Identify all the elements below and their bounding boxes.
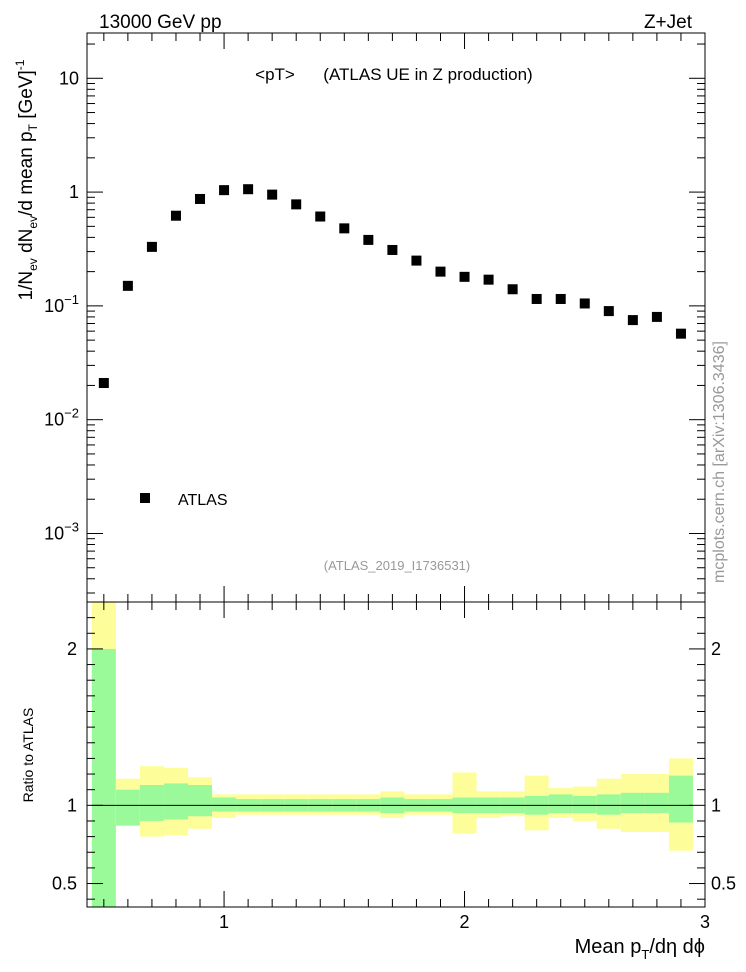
data-point	[243, 184, 254, 195]
x-tick-label: 1	[219, 912, 229, 932]
data-point	[291, 199, 302, 210]
ratio-inner-band-bin	[91, 648, 116, 907]
data-point	[411, 255, 422, 266]
ratio-inner-band-bin	[139, 785, 164, 821]
data-point	[122, 280, 133, 291]
data-point	[507, 284, 518, 295]
ratio-inner-band-bin	[668, 775, 693, 823]
legend-label: ATLAS	[178, 492, 228, 509]
plot-title: <pT>	[255, 65, 295, 84]
data-points	[98, 184, 686, 389]
data-point	[387, 244, 398, 255]
ratio-inner-band-bin	[163, 783, 188, 820]
data-point	[459, 271, 470, 282]
ratio-y-axis-label: Ratio to ATLAS	[20, 708, 36, 803]
data-point	[195, 193, 206, 204]
main-y-tick-label: 10−1	[44, 292, 79, 316]
ratio-y-tick-label: 2	[67, 639, 77, 659]
data-point	[267, 189, 278, 200]
data-point	[170, 210, 181, 221]
legend-marker	[140, 493, 150, 503]
main-y-axis-label: 1/Nev dNev/d mean pT [GeV]-1	[13, 59, 40, 300]
ratio-y-tick-label: 1	[67, 795, 77, 815]
ratio-inner-band-bin	[620, 792, 645, 814]
data-point	[98, 378, 109, 389]
ratio-bands	[91, 602, 693, 907]
data-point	[219, 185, 230, 196]
ratio-inner-band-bin	[644, 792, 669, 814]
data-point	[627, 315, 638, 326]
header-left: 13000 GeV pp	[99, 12, 222, 33]
ratio-inner-band-bin	[187, 785, 213, 817]
main-y-tick-label: 10	[59, 68, 79, 88]
ratio-y-tick-label-right: 0.5	[711, 874, 736, 894]
data-point	[675, 328, 686, 339]
ratio-inner-band-bin	[572, 795, 597, 814]
ratio-inner-band-bin	[548, 794, 573, 814]
data-point	[435, 266, 446, 277]
data-point	[603, 306, 614, 317]
data-point	[146, 241, 157, 252]
header-right: Z+Jet	[644, 12, 693, 33]
data-point	[363, 234, 374, 245]
main-y-tick-label: 10−2	[44, 406, 79, 430]
ratio-inner-band-bin	[115, 789, 140, 826]
data-point	[651, 311, 662, 322]
main-y-tick-label: 10−3	[44, 519, 79, 543]
plot-subtitle: (ATLAS UE in Z production)	[323, 65, 532, 84]
data-point	[579, 298, 590, 309]
analysis-label: (ATLAS_2019_I1736531)	[324, 558, 470, 573]
ratio-y-tick-label: 0.5	[52, 874, 77, 894]
ratio-y-tick-label-right: 2	[711, 639, 721, 659]
ratio-frame	[86, 601, 706, 908]
data-point	[555, 293, 566, 304]
x-tick-label: 2	[460, 912, 470, 932]
data-point	[315, 211, 326, 222]
ratio-inner-band-bin	[596, 794, 621, 815]
ratio-y-tick-label-right: 1	[711, 795, 721, 815]
watermark: mcplots.cern.ch [arXiv:1306.3436]	[711, 341, 728, 583]
data-point	[531, 293, 542, 304]
ratio-inner-band-bin	[212, 797, 237, 812]
data-point	[339, 223, 350, 234]
x-axis-label: Mean pT/dη dϕ	[575, 936, 705, 962]
main-y-tick-label: 1	[69, 182, 79, 202]
x-tick-label: 3	[700, 912, 710, 932]
data-point	[483, 274, 494, 285]
